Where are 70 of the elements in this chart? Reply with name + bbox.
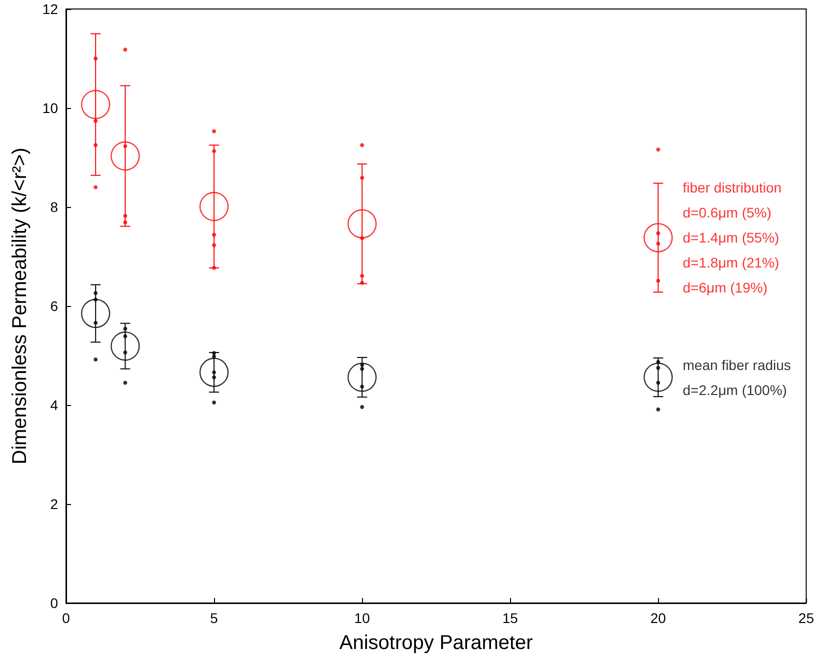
point xyxy=(656,278,660,283)
y-tick-label: 4 xyxy=(50,397,58,413)
point xyxy=(94,143,98,148)
point xyxy=(656,148,660,152)
point xyxy=(360,362,364,367)
y-axis-title: Dimensionless Permeability (k/<r²>) xyxy=(9,148,31,464)
y-tick-label: 10 xyxy=(42,100,58,116)
point xyxy=(199,192,229,222)
x-axis-title: Anisotropy Parameter xyxy=(339,632,534,654)
point xyxy=(94,298,98,302)
point xyxy=(123,350,128,355)
x-tick-label: 0 xyxy=(62,610,70,626)
point xyxy=(360,280,364,285)
x-tick-label: 20 xyxy=(650,610,666,626)
x-tick-label: 10 xyxy=(354,610,370,626)
point xyxy=(94,185,98,190)
point xyxy=(360,366,364,371)
point xyxy=(360,404,364,409)
y-tick-label: 12 xyxy=(42,1,58,17)
point xyxy=(212,129,216,134)
y-tick-label: 0 xyxy=(50,595,58,611)
point xyxy=(212,375,216,380)
point xyxy=(199,358,229,387)
series-label: mean fiber radius d=2.2μm (100%) xyxy=(682,356,791,398)
y-tick-label: 2 xyxy=(50,496,58,512)
point xyxy=(212,354,216,358)
point xyxy=(123,380,128,385)
series-label: fiber distribution d=0.6μm (5%) d=1.4μm (55%) d=1.8μm (21%) d=6μm (19%) xyxy=(682,180,782,296)
y-tick-label: 6 xyxy=(50,298,58,314)
point xyxy=(644,223,673,252)
point xyxy=(656,360,660,364)
point xyxy=(123,326,128,331)
point xyxy=(212,351,216,356)
point xyxy=(656,407,660,412)
point xyxy=(123,144,128,148)
point xyxy=(123,334,128,338)
point xyxy=(94,320,98,325)
y-tick-label: 8 xyxy=(50,199,58,215)
point xyxy=(110,141,140,171)
point xyxy=(360,236,364,240)
point xyxy=(212,149,216,154)
point xyxy=(656,380,660,385)
point xyxy=(94,118,98,123)
point xyxy=(348,362,377,392)
point xyxy=(360,143,364,148)
point xyxy=(94,291,98,296)
point xyxy=(656,231,660,236)
point xyxy=(123,48,128,52)
point xyxy=(110,332,140,361)
point xyxy=(360,274,364,278)
point xyxy=(94,357,98,362)
x-tick-label: 15 xyxy=(502,610,518,626)
point xyxy=(212,400,216,405)
point xyxy=(360,176,364,180)
point xyxy=(81,90,110,120)
x-tick-label: 5 xyxy=(210,610,218,626)
x-tick-label: 25 xyxy=(798,610,814,626)
point xyxy=(644,362,673,392)
point xyxy=(656,242,660,246)
point xyxy=(212,243,216,248)
point xyxy=(212,370,216,374)
point xyxy=(81,298,110,328)
point xyxy=(360,384,364,389)
point xyxy=(94,56,98,60)
point xyxy=(212,266,216,270)
point xyxy=(348,209,377,238)
point xyxy=(123,214,128,218)
point xyxy=(212,232,216,237)
point xyxy=(656,366,660,370)
point xyxy=(123,220,128,224)
